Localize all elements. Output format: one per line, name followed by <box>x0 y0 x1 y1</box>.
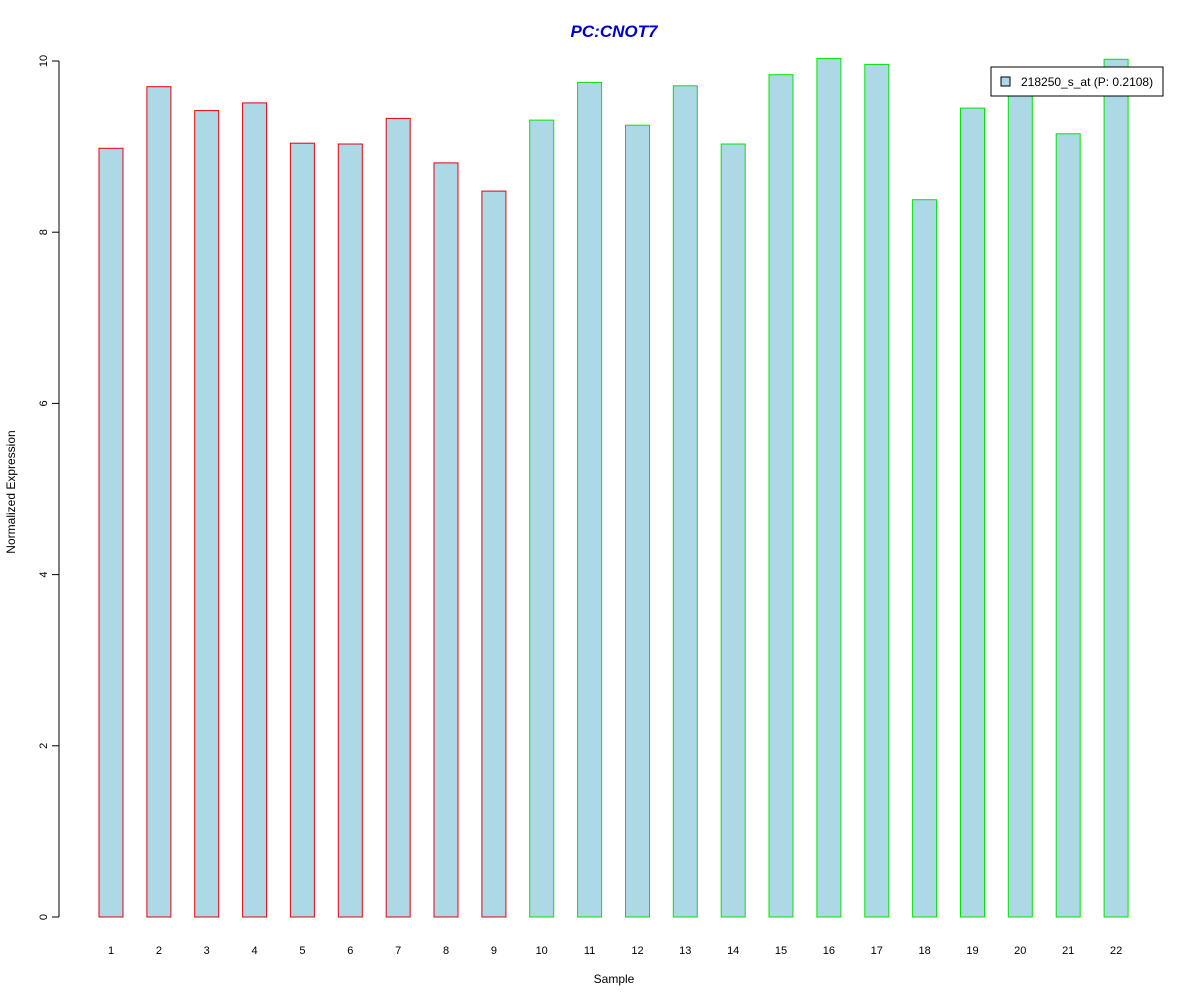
x-tick-label: 19 <box>966 945 978 957</box>
x-tick-label: 5 <box>299 945 305 957</box>
y-axis-label: Normalized Expression <box>4 430 18 553</box>
bar-sample-9 <box>481 190 507 918</box>
bar-sample-6 <box>337 143 363 918</box>
y-tick-label: 4 <box>38 572 50 578</box>
bar-sample-14 <box>720 143 746 918</box>
x-tick-label: 1 <box>108 945 114 957</box>
x-tick-label: 7 <box>395 945 401 957</box>
legend-entry-label: 218250_s_at (P: 0.2108) <box>1021 75 1153 89</box>
bar-sample-1 <box>98 147 124 918</box>
bar-sample-19 <box>960 107 985 918</box>
y-tick-label: 8 <box>38 229 50 235</box>
bar-sample-16 <box>816 57 842 918</box>
bar-sample-5 <box>289 142 315 918</box>
bar-sample-12 <box>625 124 650 918</box>
legend-box <box>990 66 1164 97</box>
x-tick-label: 14 <box>727 945 739 957</box>
x-tick-label: 3 <box>204 945 210 957</box>
bar-sample-4 <box>242 102 268 918</box>
bar-sample-21 <box>1055 133 1081 918</box>
legend: 218250_s_at (P: 0.2108) <box>990 66 1164 97</box>
bar-sample-13 <box>672 85 698 918</box>
x-tick-label: 13 <box>679 945 691 957</box>
x-tick-label: 18 <box>918 945 930 957</box>
x-tick-label: 21 <box>1062 945 1074 957</box>
bar-sample-8 <box>433 162 459 918</box>
bar-sample-3 <box>194 110 220 918</box>
x-tick-label: 10 <box>536 945 548 957</box>
bar-sample-7 <box>385 117 411 918</box>
y-tick-label: 2 <box>38 743 50 749</box>
bar-sample-11 <box>577 81 603 918</box>
bar-sample-2 <box>146 86 172 918</box>
bar-sample-15 <box>768 74 794 918</box>
x-axis-label: Sample <box>594 972 635 986</box>
y-axis: 0 2 4 6 8 10 <box>38 55 60 920</box>
x-tick-label: 20 <box>1014 945 1026 957</box>
y-tick-label: 0 <box>38 914 50 920</box>
chart-title: PC:CNOT7 <box>571 22 659 41</box>
bar-sample-18 <box>912 199 938 918</box>
legend-swatch <box>1000 76 1011 87</box>
x-tick-label: 6 <box>347 945 353 957</box>
x-tick-labels: 1 2 3 4 5 6 7 8 9 10 11 12 13 14 15 16 17 18 19 20 21 22 <box>108 945 1122 957</box>
bars-group <box>98 57 1129 918</box>
bar-sample-10 <box>529 119 555 918</box>
bar-sample-22 <box>1103 58 1129 918</box>
x-tick-label: 11 <box>584 945 595 957</box>
x-tick-label: 12 <box>631 945 643 957</box>
x-tick-label: 9 <box>491 945 497 957</box>
x-tick-label: 17 <box>871 945 883 957</box>
bar-sample-20 <box>1007 89 1033 918</box>
y-tick-label: 10 <box>38 55 50 67</box>
y-tick-label: 6 <box>38 400 50 406</box>
x-tick-label: 15 <box>775 945 787 957</box>
x-tick-label: 16 <box>823 945 835 957</box>
x-tick-label: 8 <box>443 945 449 957</box>
x-tick-label: 2 <box>156 945 162 957</box>
bar-sample-17 <box>864 63 890 918</box>
x-tick-label: 22 <box>1110 945 1122 957</box>
x-tick-label: 4 <box>252 945 258 957</box>
